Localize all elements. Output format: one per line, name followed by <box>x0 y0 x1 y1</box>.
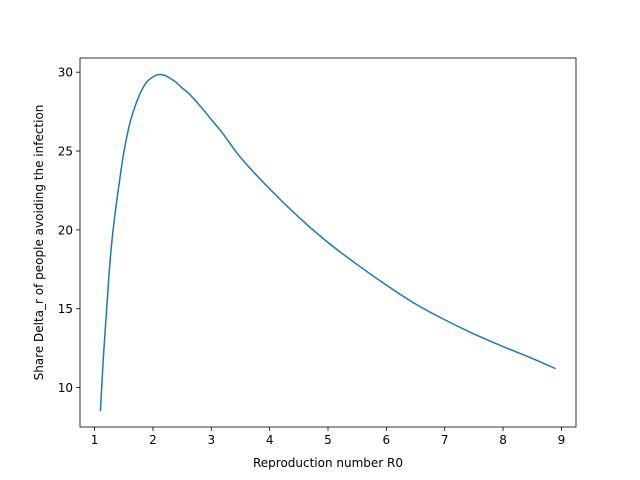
x-tick-label: 5 <box>324 433 332 447</box>
x-tick-label: 8 <box>499 433 507 447</box>
x-tick-label: 4 <box>266 433 274 447</box>
plot-frame <box>79 57 577 428</box>
axis-ticks: 1 2 3 4 5 6 7 8 9 10 15 20 25 30 <box>58 66 566 447</box>
x-tick-label: 3 <box>207 433 215 447</box>
y-tick-label: 20 <box>58 223 73 237</box>
x-axis-label: Reproduction number R0 <box>253 456 403 470</box>
y-tick-label: 25 <box>58 145 73 159</box>
y-tick-label: 15 <box>58 302 73 316</box>
y-axis-label: Share Delta_r of people avoiding the inf… <box>32 105 46 381</box>
x-tick-label: 9 <box>558 433 566 447</box>
x-tick-label: 7 <box>441 433 449 447</box>
y-tick-label: 30 <box>58 66 73 80</box>
y-tick-label: 10 <box>58 381 73 395</box>
x-tick-label: 1 <box>91 433 99 447</box>
x-tick-label: 6 <box>383 433 391 447</box>
x-tick-label: 2 <box>149 433 157 447</box>
series-line <box>99 73 556 412</box>
